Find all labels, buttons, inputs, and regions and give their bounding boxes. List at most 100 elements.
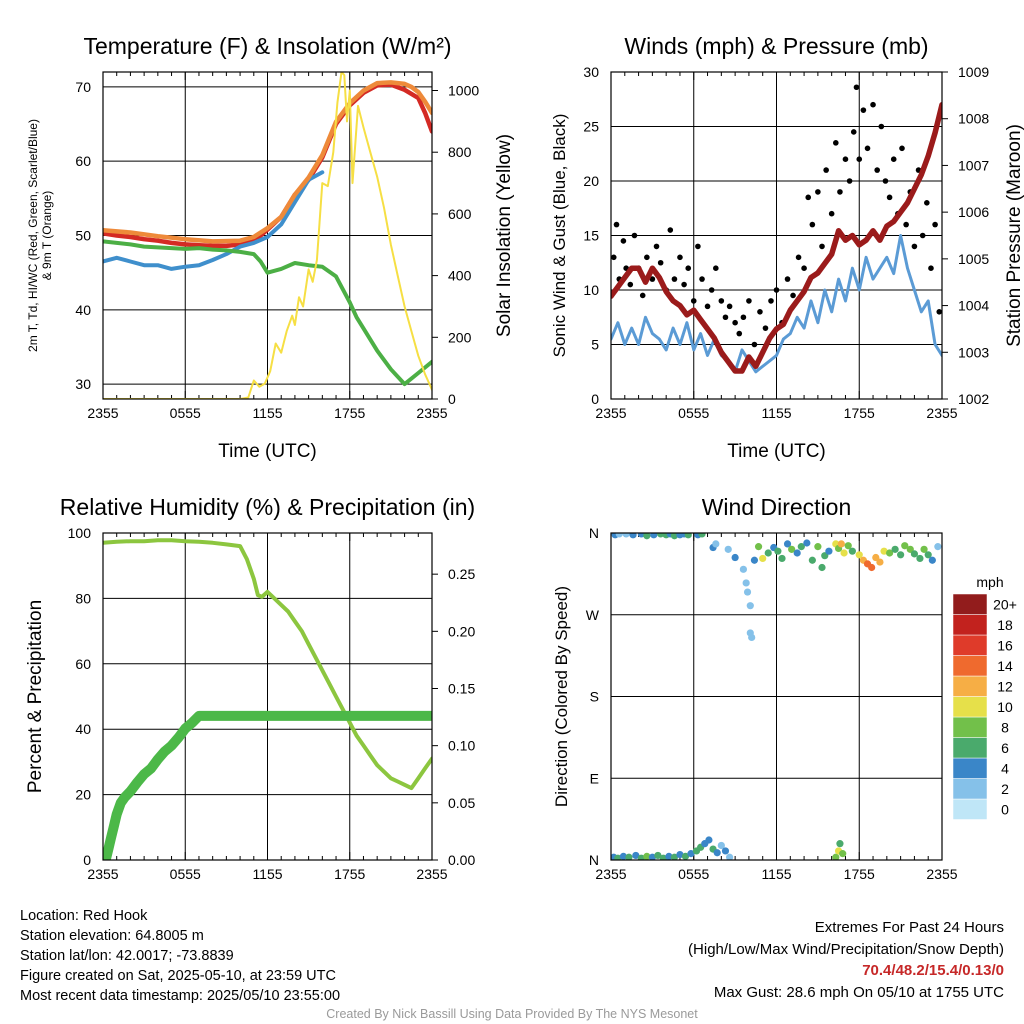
gust-point	[653, 243, 660, 250]
y2-tick-label: 0.10	[448, 738, 475, 754]
y2-tick-label: 1005	[958, 251, 989, 267]
direction-point	[928, 556, 936, 564]
x-tick-label: 0555	[170, 405, 201, 421]
y-tick-label: 40	[75, 302, 91, 318]
direction-point	[897, 551, 905, 559]
direction-point	[832, 853, 840, 860]
y2-tick-label: 1000	[448, 83, 479, 99]
colorbar-swatch	[952, 757, 988, 779]
y-tick-label: 70	[75, 79, 91, 95]
direction-point	[705, 836, 713, 844]
y-tick-label: 15	[583, 228, 599, 244]
direction-point	[783, 540, 792, 548]
direction-point	[712, 540, 720, 548]
gust-point	[613, 221, 620, 228]
y2-tick-label: 0.15	[448, 680, 475, 696]
gust-point	[708, 287, 715, 293]
x-axis-label: Time (UTC)	[727, 441, 826, 462]
direction-point	[615, 533, 623, 538]
series-group	[103, 538, 432, 860]
rh-line	[103, 538, 432, 791]
pressure-line	[611, 101, 942, 374]
gust-point	[699, 276, 705, 282]
x-tick-label: 1155	[252, 866, 282, 882]
direction-point	[619, 852, 628, 860]
gust-point	[768, 298, 774, 304]
gust-point	[924, 200, 930, 206]
direction-point	[821, 552, 829, 560]
direction-point	[670, 533, 679, 540]
direction-point	[872, 553, 880, 562]
gust-point	[903, 221, 909, 228]
chart-title: Wind Direction	[702, 494, 852, 520]
gust-point	[790, 292, 796, 299]
gust-point	[695, 243, 701, 250]
direction-point	[637, 854, 645, 860]
direction-point	[797, 543, 805, 551]
direction-point	[724, 545, 732, 553]
direction-point	[643, 533, 651, 540]
direction-point	[910, 550, 919, 558]
gust-point	[864, 145, 871, 152]
station-info: Location: Red Hook Station elevation: 64…	[20, 906, 340, 1006]
direction-point	[717, 841, 725, 850]
direction-point	[746, 602, 754, 610]
gust-point	[809, 221, 816, 228]
direction-point	[650, 533, 658, 539]
direction-point	[622, 533, 630, 538]
x-tick-label: 0555	[678, 866, 709, 882]
gust-point	[746, 298, 752, 304]
direction-point	[665, 852, 673, 860]
y2-tick-label: 0.05	[448, 795, 475, 811]
gust-point	[631, 232, 638, 239]
direction-point	[629, 533, 637, 539]
extremes-subtitle: (High/Low/Max Wind/Precipitation/Snow De…	[688, 940, 1004, 958]
gust-point	[762, 325, 769, 331]
direction-point	[654, 851, 662, 860]
direction-point	[743, 588, 752, 596]
t9-line	[103, 80, 432, 244]
y2-tick-label: 0.25	[448, 566, 475, 582]
y2-tick-label: 0	[448, 391, 456, 407]
y-tick-label: 0	[83, 852, 91, 868]
x-tick-label: 2355	[87, 405, 118, 421]
gust-point	[690, 298, 697, 304]
gust-point	[773, 287, 780, 293]
colorbar-label: 2	[1001, 781, 1009, 797]
direction-point	[916, 554, 924, 563]
direction-point	[901, 542, 909, 550]
direction-point	[876, 558, 884, 566]
gust-point	[611, 254, 617, 261]
y2-tick-label: 800	[448, 144, 472, 160]
direction-point	[814, 543, 822, 551]
direction-point	[739, 565, 748, 573]
y-tick-label: 20	[583, 173, 599, 189]
direction-point	[684, 533, 692, 539]
direction-point	[625, 853, 633, 860]
direction-point	[818, 563, 826, 572]
y-tick-label: 5	[591, 337, 599, 353]
direction-point	[614, 854, 622, 860]
gust-point	[890, 156, 897, 162]
colorbar-label: 0	[1001, 801, 1009, 817]
gust-point	[870, 101, 876, 108]
direction-point	[793, 549, 801, 557]
direction-point	[788, 545, 796, 553]
colorbar-swatch	[952, 655, 988, 677]
gust-point	[726, 303, 733, 310]
direction-point	[731, 553, 739, 562]
gust-point	[833, 140, 839, 146]
colorbar-label: 8	[1001, 719, 1009, 735]
gust-point	[757, 309, 763, 315]
direction-point	[726, 853, 734, 860]
colorbar-label: 16	[997, 637, 1013, 653]
gust-point	[704, 303, 711, 310]
y2-tick-label: 600	[448, 206, 472, 222]
gust-point	[878, 123, 885, 130]
direction-point	[920, 545, 928, 553]
gust-point	[784, 276, 791, 282]
y-tick-label: 40	[75, 721, 91, 737]
y-tick-label: W	[586, 607, 600, 623]
chart-panel-3: 2355 0555 1155 1755 23550204060801000.000.05…	[25, 494, 475, 882]
